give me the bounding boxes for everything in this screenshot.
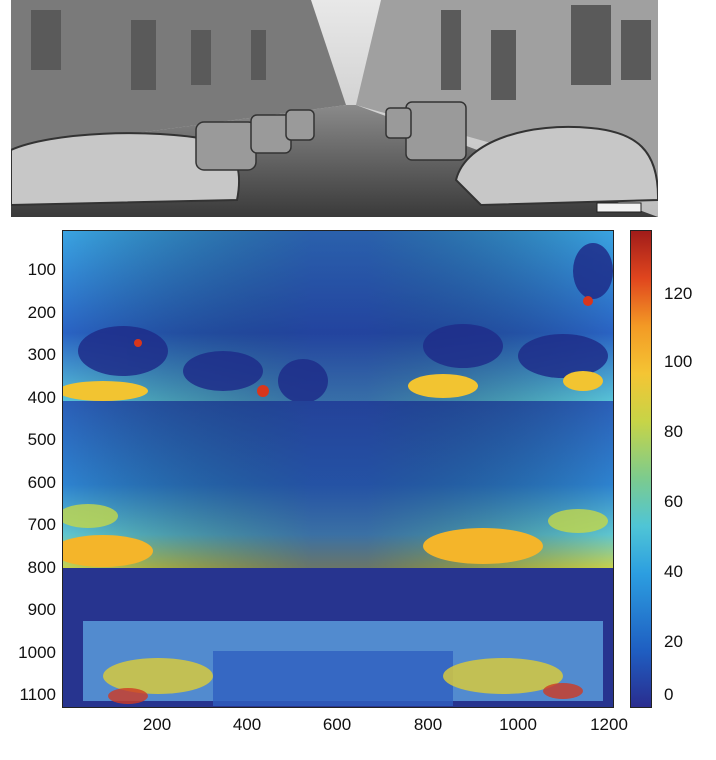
colorbar-tick-label: 100 [664, 352, 693, 371]
colorbar-tick-label: 0 [664, 685, 674, 704]
x-tick-label: 1200 [590, 715, 628, 734]
y-tick-label: 200 [27, 303, 56, 322]
x-tick-label: 600 [322, 715, 352, 734]
y-tick-label: 800 [27, 558, 56, 577]
y-tick-label: 400 [27, 388, 56, 407]
colorbar-tick-label: 40 [664, 562, 683, 581]
colorbar [630, 230, 652, 708]
x-tick-label: 400 [232, 715, 262, 734]
y-tick-label: 1100 [19, 685, 56, 704]
street-photo [11, 0, 658, 217]
x-tick-label: 1000 [499, 715, 537, 734]
y-tick-label: 100 [27, 260, 56, 279]
y-tick-label: 600 [27, 473, 56, 492]
y-tick-label: 700 [27, 515, 56, 534]
colorbar-tick-label: 80 [664, 422, 683, 441]
y-tick-label: 500 [27, 430, 56, 449]
disparity-image [63, 231, 613, 707]
street-scene-image [11, 0, 658, 217]
colorbar-tick-label: 120 [664, 284, 693, 303]
y-tick-label: 900 [27, 600, 56, 619]
disparity-map-plot [62, 230, 614, 708]
x-tick-label: 800 [413, 715, 443, 734]
colorbar-tick-label: 20 [664, 632, 683, 651]
colorbar-tick-label: 60 [664, 492, 683, 511]
x-tick-label: 200 [142, 715, 172, 734]
y-tick-label: 300 [27, 345, 56, 364]
y-tick-label: 1000 [18, 643, 56, 662]
